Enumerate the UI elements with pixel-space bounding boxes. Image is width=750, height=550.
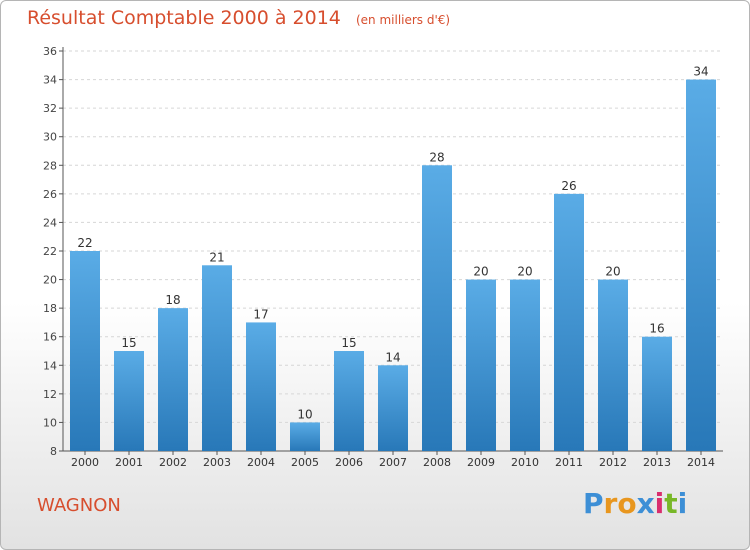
logo-letter: r <box>603 487 618 520</box>
x-tick-label: 2006 <box>335 456 363 469</box>
data-label: 15 <box>121 336 136 350</box>
y-tick-label: 22 <box>43 245 57 258</box>
data-label: 14 <box>385 350 400 364</box>
logo-letter: x <box>636 487 655 520</box>
chart-unit: (en milliers d'€) <box>355 13 451 27</box>
bar <box>378 365 408 451</box>
x-tick-label: 2004 <box>247 456 275 469</box>
bar <box>554 193 584 451</box>
data-label: 20 <box>473 265 488 279</box>
bar <box>70 251 100 451</box>
logo-letter: o <box>617 487 637 520</box>
bar <box>290 422 320 451</box>
bar <box>246 322 276 451</box>
y-tick-label: 16 <box>43 331 57 344</box>
bar <box>158 308 188 451</box>
y-tick-label: 36 <box>43 45 57 58</box>
x-tick-label: 2005 <box>291 456 319 469</box>
y-tick-label: 14 <box>43 359 57 372</box>
data-label: 18 <box>165 293 180 307</box>
data-label: 28 <box>429 150 444 164</box>
bar <box>598 279 628 451</box>
data-label: 15 <box>341 336 356 350</box>
y-tick-label: 28 <box>43 159 57 172</box>
data-label: 20 <box>605 265 620 279</box>
y-tick-label: 18 <box>43 302 57 315</box>
data-label: 17 <box>253 307 268 321</box>
chart-title-row: Résultat Comptable 2000 à 2014 (en milli… <box>27 7 450 29</box>
y-tick-label: 20 <box>43 274 57 287</box>
y-tick-label: 30 <box>43 131 57 144</box>
x-tick-label: 2009 <box>467 456 495 469</box>
y-tick-label: 12 <box>43 388 57 401</box>
x-tick-label: 2002 <box>159 456 187 469</box>
logo-letter: t <box>664 487 678 520</box>
x-tick-label: 2010 <box>511 456 539 469</box>
x-tick-label: 2001 <box>115 456 143 469</box>
bar <box>334 351 364 451</box>
data-label: 22 <box>77 236 92 250</box>
data-label: 10 <box>297 407 312 421</box>
y-tick-label: 32 <box>43 102 57 115</box>
logo-letter: i <box>677 487 688 520</box>
x-tick-label: 2007 <box>379 456 407 469</box>
x-tick-label: 2012 <box>599 456 627 469</box>
bar <box>642 336 672 451</box>
bar <box>686 79 716 452</box>
x-tick-label: 2000 <box>71 456 99 469</box>
logo-letter: i <box>654 487 665 520</box>
bar <box>510 279 540 451</box>
data-label: 20 <box>517 265 532 279</box>
commune-name: WAGNON <box>37 495 121 516</box>
data-label: 21 <box>209 250 224 264</box>
x-tick-label: 2013 <box>643 456 671 469</box>
bar <box>422 165 452 452</box>
logo-letter: P <box>583 487 604 520</box>
x-tick-label: 2014 <box>687 456 715 469</box>
bar <box>202 265 232 451</box>
data-label: 16 <box>649 322 664 336</box>
y-tick-label: 8 <box>50 445 57 458</box>
y-tick-label: 10 <box>43 416 57 429</box>
data-label: 26 <box>561 179 576 193</box>
proxiti-logo: Proxiti <box>583 487 687 520</box>
x-tick-label: 2003 <box>203 456 231 469</box>
data-label: 34 <box>693 65 708 79</box>
y-tick-label: 34 <box>43 74 57 87</box>
chart-title: Résultat Comptable 2000 à 2014 <box>27 7 341 29</box>
bar <box>466 279 496 451</box>
x-tick-label: 2008 <box>423 456 451 469</box>
y-tick-label: 24 <box>43 216 57 229</box>
y-tick-label: 26 <box>43 188 57 201</box>
x-tick-label: 2011 <box>555 456 583 469</box>
bar <box>114 351 144 451</box>
